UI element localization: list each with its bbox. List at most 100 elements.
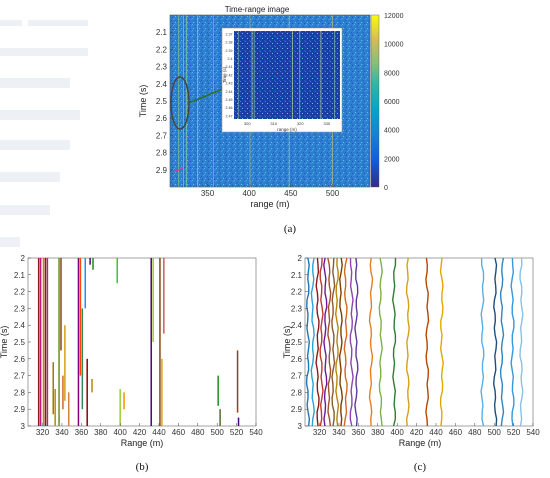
chart-b-series (37, 258, 240, 426)
chart-b-x-tick-label: 380 (94, 428, 108, 437)
chart-c-track (405, 257, 410, 427)
inset-plot (234, 31, 340, 119)
chart-a-x-tick-label: 400 (242, 189, 256, 198)
chart-c-x-tick-label: 540 (526, 428, 540, 437)
chart-c-track (310, 257, 315, 427)
chart-c-y-tick-label: 2.8 (291, 388, 303, 397)
chart-b-y-tick-label: 2 (21, 254, 26, 263)
background-ghost-marks (0, 20, 88, 247)
chart-b-x-tick-label: 440 (152, 428, 166, 437)
chart-b-y-tick-label: 2.2 (14, 288, 26, 297)
chart-c-y-ticks: 2 2.1 2.2 2.3 2.4 2.5 2.6 2.7 2.8 2.9 3 (291, 254, 308, 431)
chart-c-track (425, 257, 430, 427)
chart-c-x-tick-label: 320 (313, 428, 327, 437)
caption-a: (a) (284, 223, 297, 235)
panel-a: Time-range image 2.12.22.32.42.52.62.72.… (138, 5, 404, 235)
chart-b-x-tick-label: 420 (133, 428, 147, 437)
chart-c-frame (304, 257, 534, 427)
inset-y-tick-label: 2.42 (226, 73, 233, 77)
chart-b-y-ticks: 2 2.1 2.2 2.3 2.4 2.5 2.6 2.7 2.8 2.9 3 (14, 254, 31, 431)
chart-c-xlabel: Range (m) (399, 438, 442, 448)
chart-a-y-tick-label: 2.9 (156, 166, 168, 175)
chart-c-track (327, 257, 332, 427)
inset-y-tick-label: 2.44 (226, 90, 233, 94)
chart-c-track (315, 257, 320, 427)
chart-c-track (391, 257, 397, 427)
chart-c-series (305, 257, 524, 427)
inset-x-tick-label: 330 (323, 121, 330, 126)
inset-y-tick-label: 2.47 (226, 114, 233, 118)
chart-b-y-tick-label: 3 (21, 422, 26, 431)
inset-ylabel: Time (s) (222, 66, 227, 83)
inset-bright-lines (237, 31, 336, 119)
inset-x-ticks: 300 310 320 330 (244, 121, 331, 126)
inset-x-tick-label: 310 (270, 121, 277, 126)
chart-c-y-tick-label: 2.3 (291, 304, 303, 313)
chart-b-x-ticks: 320 340 360 380 400 420 440 460 480 500 520 540 (36, 423, 263, 437)
chart-a-y-tick-label: 2.1 (156, 28, 168, 37)
inset-y-tick-label: 2.43 (226, 82, 233, 86)
chart-c-x-tick-label: 360 (352, 428, 366, 437)
chart-a-y-tick-label: 2.4 (156, 80, 168, 89)
chart-b-y-tick-label: 2.3 (14, 304, 26, 313)
chart-b-x-tick-label: 360 (75, 428, 89, 437)
chart-b-y-tick-label: 2.7 (14, 372, 26, 381)
panel-b: 22.12.22.32.42.52.62.72.82.93 320 340 360 3… (0, 254, 263, 473)
chart-c-ylabel: Time (s) (282, 326, 292, 359)
colorbar-tick-label: 4000 (384, 128, 400, 135)
chart-c-x-tick-label: 340 (332, 428, 346, 437)
chart-c-x-tick-label: 400 (390, 428, 404, 437)
chart-c-track (354, 257, 359, 427)
inset-y-tick-label: 2.37 (226, 32, 233, 36)
chart-b-x-tick-label: 500 (211, 428, 225, 437)
chart-c-track (349, 257, 354, 427)
chart-a-y-tick-label: 2.2 (156, 45, 168, 54)
marker-arrow (173, 167, 184, 173)
chart-c-y-tick-label: 2.9 (291, 405, 303, 414)
chart-c-track (338, 257, 344, 427)
colorbar-ticks: 0 2000 4000 6000 8000 10000 12000 (384, 13, 404, 192)
chart-c-y-tick-label: 2.6 (291, 355, 303, 364)
chart-c-y-tick-label: 2.1 (291, 271, 303, 280)
chart-c-x-tick-label: 440 (429, 428, 443, 437)
chart-a-y-tick-label: 2.5 (156, 97, 168, 106)
colorbar-tick-label: 6000 (384, 99, 400, 106)
chart-c-track (480, 257, 485, 427)
chart-c-x-ticks: 320 340 360 380 400 420 440 460 480 500 520 540 (313, 423, 540, 437)
inset-y-tick-label: 2.38 (226, 41, 233, 45)
chart-c-track (305, 257, 311, 427)
chart-c-y-tick-label: 2.5 (291, 338, 303, 347)
chart-b-x-tick-label: 480 (191, 428, 205, 437)
chart-b-y-tick-label: 2.6 (14, 355, 26, 364)
chart-c-y-tick-label: 3 (298, 422, 303, 431)
chart-c-track (519, 257, 524, 427)
chart-c-y-tick-label: 2 (298, 254, 303, 263)
colorbar-tick-label: 8000 (384, 70, 400, 77)
chart-a-ylabel: Time (s) (138, 85, 148, 118)
chart-c-x-tick-label: 500 (488, 428, 502, 437)
chart-b-x-tick-label: 340 (55, 428, 69, 437)
caption-c: (c) (414, 461, 427, 473)
chart-c-y-tick-label: 2.2 (291, 288, 303, 297)
chart-c-y-tick-label: 2.4 (291, 321, 303, 330)
chart-c-track (323, 257, 328, 427)
chart-c-track (334, 257, 340, 427)
chart-a-y-tick-label: 2.8 (156, 149, 168, 158)
chart-c-track (331, 257, 336, 427)
colorbar-tick-label: 10000 (384, 42, 404, 49)
chart-b-x-tick-label: 540 (249, 428, 263, 437)
chart-b-ylabel: Time (s) (0, 326, 9, 359)
highlight-arrow (188, 87, 226, 104)
chart-c-track (499, 257, 505, 427)
chart-b-y-tick-label: 2.1 (14, 271, 26, 280)
panel-c: 22.12.22.32.42.52.62.72.82.93 320 340 360 3… (282, 254, 540, 473)
colorbar-tick-label: 2000 (384, 156, 400, 163)
chart-b-x-tick-label: 520 (230, 428, 244, 437)
inset-y-tick-label: 2.46 (226, 106, 233, 110)
chart-a-xlabel: range (m) (250, 199, 289, 209)
inset-x-tick-label: 320 (297, 121, 304, 126)
chart-c-track (439, 257, 444, 427)
chart-a-x-tick-label: 500 (326, 189, 340, 198)
chart-c-track (492, 257, 498, 427)
chart-a-y-ticks: 2.1 2.2 2.3 2.4 2.5 2.6 2.7 2.8 2.9 (156, 28, 173, 175)
